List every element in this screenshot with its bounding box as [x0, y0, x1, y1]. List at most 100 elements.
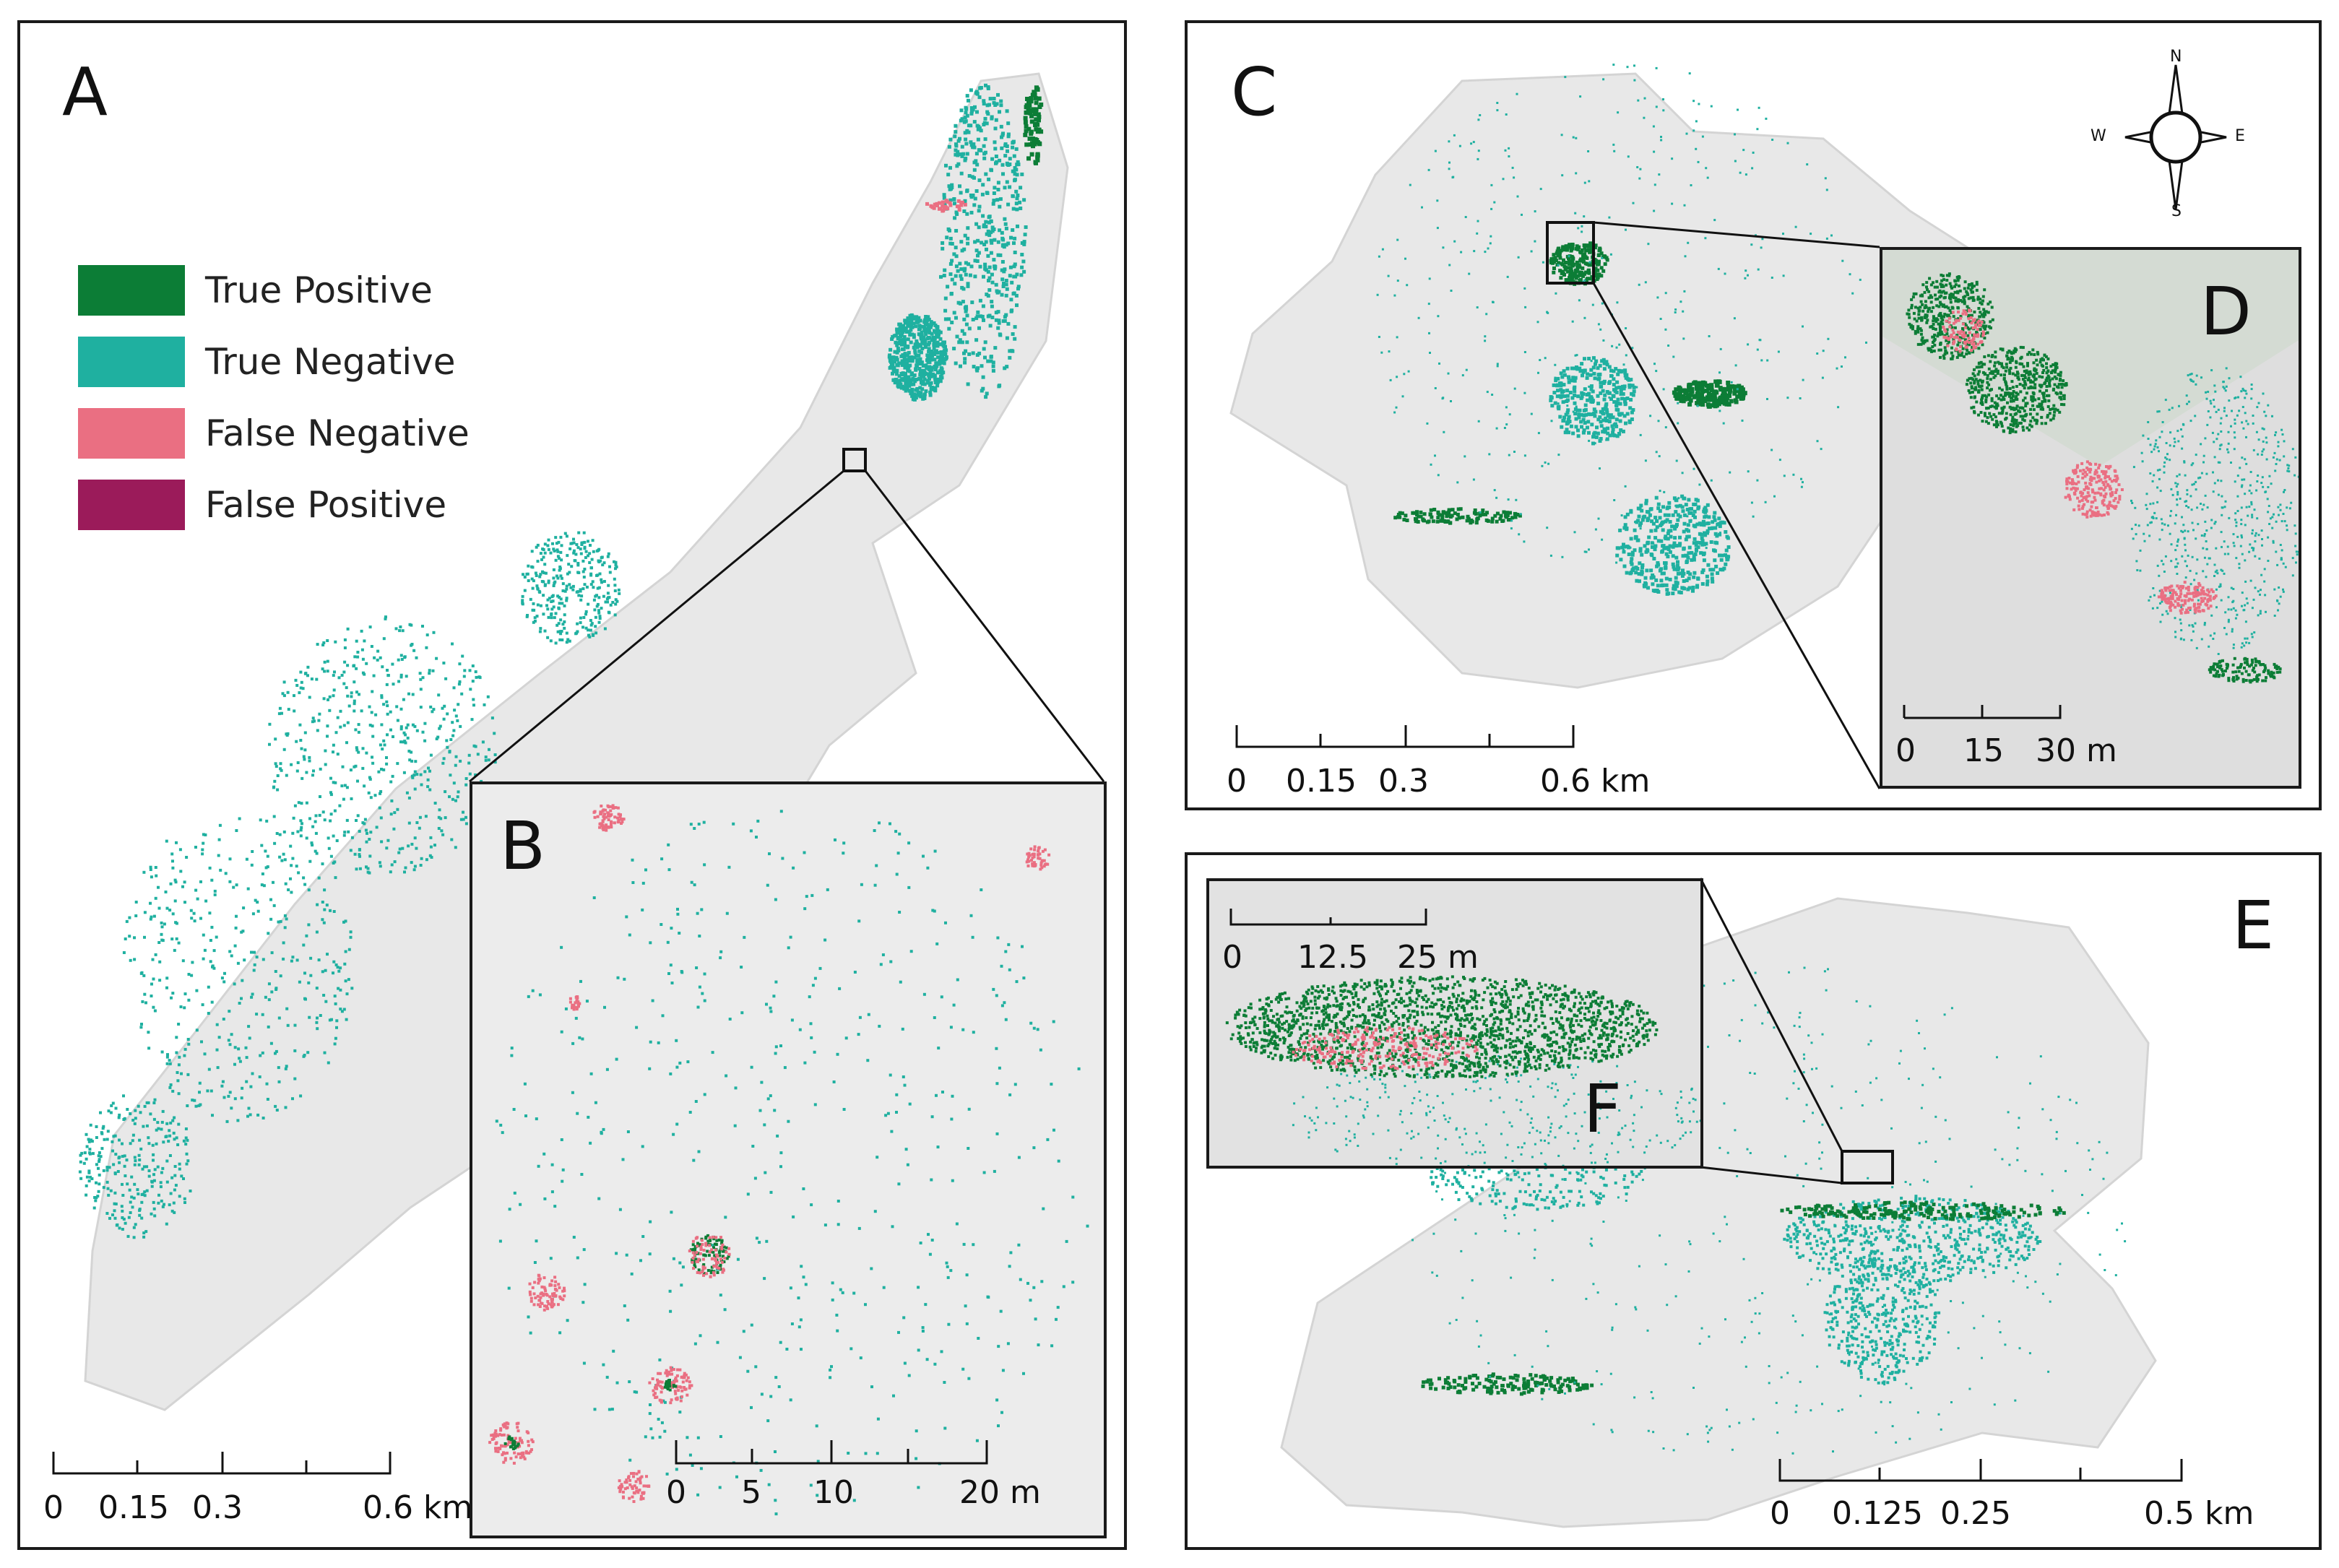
false-negative-point	[621, 1485, 624, 1489]
true-positive-point	[1428, 513, 1432, 516]
true-negative-point	[945, 1261, 948, 1265]
true-positive-point	[1495, 511, 1500, 516]
true-negative-point	[579, 979, 582, 983]
false-negative-point	[941, 209, 945, 213]
true-negative-point	[1639, 521, 1643, 525]
true-negative-point	[90, 1177, 94, 1180]
true-negative-point	[959, 301, 963, 306]
true-negative-point	[951, 1179, 954, 1182]
true-negative-point	[1599, 381, 1603, 385]
true-negative-point	[440, 829, 444, 833]
true-negative-point	[523, 589, 527, 592]
true-negative-point	[1621, 429, 1625, 433]
true-negative-point	[939, 375, 943, 378]
true-negative-point	[165, 1222, 168, 1226]
false-negative-point	[530, 1438, 534, 1442]
true-negative-point	[308, 696, 311, 699]
true-negative-point	[966, 236, 970, 241]
true-negative-point	[173, 1116, 176, 1119]
true-negative-point	[1654, 495, 1659, 500]
true-negative-point	[625, 1253, 628, 1257]
false-negative-point	[925, 202, 929, 206]
true-negative-point	[532, 602, 535, 605]
true-negative-point	[238, 1002, 241, 1005]
true-negative-point	[895, 1111, 898, 1114]
true-negative-point	[1622, 414, 1627, 418]
true-negative-point	[1617, 385, 1622, 389]
true-negative-point	[1011, 207, 1016, 211]
true-negative-point	[192, 911, 196, 915]
true-negative-point	[332, 750, 334, 754]
false-negative-point	[636, 1491, 640, 1494]
true-negative-point	[993, 186, 997, 190]
true-negative-point	[378, 861, 381, 865]
true-negative-point	[79, 1153, 82, 1157]
true-negative-point	[1725, 558, 1729, 562]
true-negative-point	[981, 214, 985, 218]
true-negative-point	[987, 279, 990, 282]
true-negative-point	[1013, 325, 1017, 329]
true-negative-point	[576, 563, 580, 567]
true-positive-point	[1436, 516, 1440, 520]
true-negative-point	[696, 1005, 700, 1009]
true-negative-point	[1625, 397, 1630, 400]
true-negative-point	[428, 672, 431, 675]
true-negative-point	[1591, 365, 1596, 370]
true-negative-point	[907, 885, 911, 889]
true-negative-point	[813, 1103, 817, 1106]
true-negative-point	[908, 1102, 912, 1106]
true-negative-point	[934, 362, 938, 366]
true-negative-point	[147, 1174, 151, 1178]
true-negative-point	[355, 639, 358, 643]
true-negative-point	[810, 893, 814, 897]
true-negative-point	[274, 970, 277, 973]
true-positive-point	[1490, 516, 1495, 521]
true-negative-point	[907, 350, 911, 355]
false-negative-point	[516, 1429, 520, 1433]
false-negative-point	[700, 1239, 704, 1242]
true-negative-point	[550, 600, 553, 603]
true-negative-point	[976, 127, 980, 131]
true-negative-point	[158, 960, 162, 963]
true-negative-point	[329, 793, 333, 797]
true-positive-point	[1588, 241, 1593, 246]
true-negative-point	[889, 347, 893, 352]
false-negative-point	[548, 1283, 552, 1286]
true-negative-point	[959, 191, 963, 195]
true-negative-point	[296, 761, 300, 764]
true-negative-point	[298, 980, 301, 984]
true-negative-point	[235, 914, 238, 918]
true-negative-point	[914, 396, 918, 400]
true-negative-point	[311, 716, 315, 720]
true-positive-point	[707, 1254, 711, 1257]
true-negative-point	[836, 1200, 840, 1203]
true-negative-point	[510, 1054, 514, 1057]
true-negative-point	[1565, 428, 1569, 432]
true-negative-point	[1667, 501, 1672, 505]
true-negative-point	[527, 579, 530, 582]
true-negative-point	[977, 95, 982, 100]
false-negative-point	[1042, 859, 1046, 862]
true-negative-point	[949, 292, 954, 295]
true-negative-point	[282, 852, 285, 856]
true-negative-point	[298, 691, 301, 695]
true-negative-point	[1802, 325, 1804, 328]
true-negative-point	[554, 536, 558, 540]
true-negative-point	[1040, 1280, 1044, 1283]
true-negative-point	[580, 1173, 584, 1176]
true-negative-point	[857, 1226, 861, 1230]
true-negative-point	[662, 1399, 665, 1403]
true-negative-point	[583, 583, 587, 586]
true-negative-point	[719, 950, 723, 953]
true-negative-point	[1664, 583, 1669, 587]
true-negative-point	[1698, 521, 1702, 526]
true-negative-point	[1560, 375, 1565, 379]
true-negative-point	[932, 346, 936, 350]
true-negative-point	[1573, 376, 1578, 380]
true-negative-point	[96, 1195, 100, 1198]
true-negative-point	[1594, 410, 1598, 414]
true-negative-point	[149, 901, 152, 905]
true-negative-point	[989, 359, 993, 363]
true-negative-point	[298, 723, 302, 727]
true-negative-point	[1622, 545, 1627, 549]
